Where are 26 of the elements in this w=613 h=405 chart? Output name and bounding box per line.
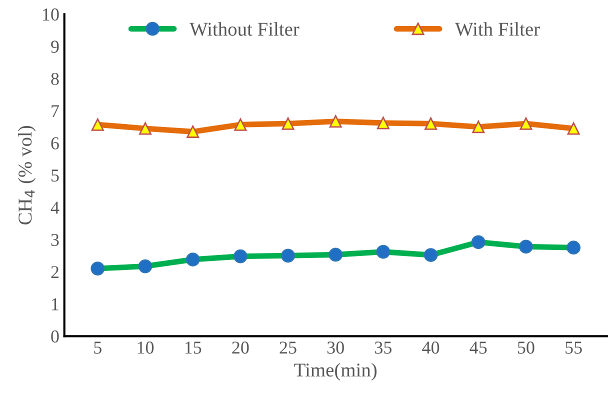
x-tick-label: 30 xyxy=(327,342,344,354)
y-tick-label: 1 xyxy=(52,298,58,310)
x-tick-label: 5 xyxy=(94,342,102,354)
y-tick-label: 8 xyxy=(51,72,59,86)
x-tick-label: 55 xyxy=(566,342,582,354)
y-tick-label: 4 xyxy=(50,202,60,214)
x-tick-label: 35 xyxy=(375,342,392,354)
y-tick-label: 7 xyxy=(52,105,59,118)
x-tick-label: 45 xyxy=(470,342,487,354)
y-tick-label: 5 xyxy=(52,170,59,182)
legend-label: Without Filter xyxy=(190,22,300,36)
x-tick-label: 15 xyxy=(185,342,202,354)
y-tick-label: 2 xyxy=(51,266,59,278)
y-tick-label: 0 xyxy=(51,330,59,343)
x-tick-label: 10 xyxy=(138,342,154,354)
x-tick-label: 50 xyxy=(518,342,534,354)
y-tick-label: 6 xyxy=(51,137,59,150)
y-axis-title: CH$_{4}$ (% vol) xyxy=(18,126,36,224)
x-tick-label: 25 xyxy=(280,342,296,354)
x-tick-label: 40 xyxy=(422,342,440,354)
y-tick-label: 3 xyxy=(51,234,59,246)
y-tick-label: 9 xyxy=(51,40,59,53)
x-axis-title: Time(min) xyxy=(294,362,377,381)
x-tick-label: 20 xyxy=(232,342,249,354)
y-tick-label: 10 xyxy=(43,8,59,21)
legend-label: With Filter xyxy=(455,22,540,36)
